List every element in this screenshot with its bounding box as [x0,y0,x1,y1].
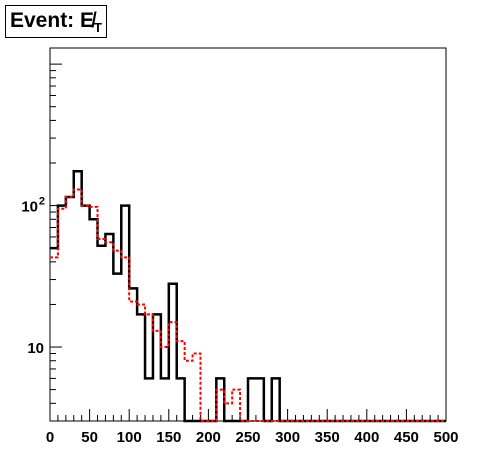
mc-histogram-line [50,188,446,422]
chart-title-subscript: T [94,20,102,36]
x-tick-label: 150 [156,429,181,446]
x-tick-label: 0 [46,429,54,446]
y-tick-exponent: 2 [39,196,45,208]
y-tick-label: 10 [21,199,38,216]
x-tick-label: 250 [235,429,260,446]
x-tick-label: 400 [354,429,379,446]
data-histogram-line [50,169,446,423]
x-tick-label: 350 [315,429,340,446]
x-tick-label: 500 [433,429,458,446]
x-tick-label: 200 [196,429,221,446]
x-tick-label: 100 [117,429,142,446]
y-tick-label: 10 [27,340,44,357]
title-box: Event: E̸T [5,5,107,38]
x-tick-label: 300 [275,429,300,446]
x-tick-label: 450 [394,429,419,446]
series-layer [50,169,446,423]
x-tick-label: 50 [81,429,98,446]
chart-title-main: Event: E̸ [10,9,95,32]
chart-title: Event: E̸T [10,9,102,35]
